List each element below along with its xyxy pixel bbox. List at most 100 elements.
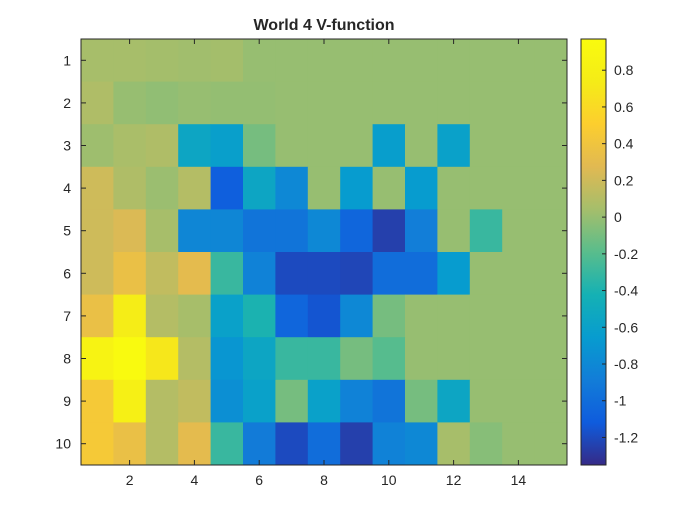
x-tick-label: 6 — [255, 472, 263, 488]
heatmap-cell — [437, 124, 471, 168]
heatmap-cell — [275, 379, 309, 423]
heatmap-cell — [469, 422, 503, 466]
heatmap-cell — [405, 166, 438, 210]
heatmap-cell — [81, 337, 114, 381]
heatmap-cell — [178, 39, 212, 83]
heatmap-cell — [372, 252, 406, 296]
heatmap-cell — [243, 166, 276, 210]
heatmap-cell — [372, 422, 406, 466]
heatmap-cell — [307, 422, 341, 466]
heatmap-cell — [81, 166, 114, 210]
heatmap-cell — [243, 337, 276, 381]
heatmap-cell — [113, 422, 147, 466]
heatmap-cell — [210, 379, 244, 423]
heatmap-cell — [275, 209, 309, 253]
heatmap-cell — [469, 166, 503, 210]
heatmap-cell — [113, 337, 147, 381]
heatmap-cell — [469, 294, 503, 338]
heatmap-cell — [275, 81, 309, 125]
heatmap-cell — [113, 209, 147, 253]
chart-title: World 4 V-function — [253, 17, 394, 34]
heatmap-cell — [275, 422, 309, 466]
heatmap-cell — [145, 422, 179, 466]
y-tick-label: 9 — [63, 393, 71, 409]
heatmap-cell — [437, 81, 471, 125]
heatmap-cell — [372, 379, 406, 423]
heatmap-cell — [307, 252, 341, 296]
heatmap-cell — [81, 39, 114, 83]
heatmap-cell — [113, 252, 147, 296]
heatmap-cell — [178, 294, 212, 338]
heatmap-cell — [145, 294, 179, 338]
heatmap-cell — [178, 166, 212, 210]
heatmap-cell — [113, 294, 147, 338]
y-tick-label: 3 — [63, 138, 71, 154]
heatmap-cell — [372, 337, 406, 381]
colorbar-tick-label: -0.4 — [614, 283, 638, 299]
heatmap-cell — [178, 422, 212, 466]
colorbar-tick-label: 0.2 — [614, 172, 634, 188]
heatmap-cell — [405, 294, 438, 338]
heatmap-cell — [81, 294, 114, 338]
heatmap-cell — [81, 422, 114, 466]
heatmap-cell — [437, 166, 471, 210]
heatmap-cell — [502, 252, 536, 296]
heatmap-cell — [113, 379, 147, 423]
heatmap-cell — [405, 252, 438, 296]
heatmap-cell — [502, 124, 536, 168]
heatmap-cell — [372, 81, 406, 125]
heatmap-cell — [307, 39, 341, 83]
colorbar-tick-label: -0.2 — [614, 246, 638, 262]
heatmap-cell — [469, 337, 503, 381]
heatmap-cell — [243, 124, 276, 168]
heatmap-cell — [145, 209, 179, 253]
colorbar-tick-label: 0.8 — [614, 62, 634, 78]
y-tick-label: 2 — [63, 95, 71, 111]
heatmap-cell — [340, 124, 374, 168]
heatmap-cell — [275, 294, 309, 338]
heatmap-cell — [113, 81, 147, 125]
heatmap-cell — [502, 81, 536, 125]
x-tick-label: 10 — [381, 472, 397, 488]
heatmap-cell — [81, 124, 114, 168]
heatmap-cell — [307, 124, 341, 168]
heatmap-cell — [113, 39, 147, 83]
colorbar-tick-label: -1.2 — [614, 429, 638, 445]
heatmap-cell — [210, 294, 244, 338]
heatmap-cell — [307, 166, 341, 210]
heatmap-cell — [502, 39, 536, 83]
heatmap-cell — [437, 422, 471, 466]
y-tick-label: 1 — [63, 52, 71, 68]
heatmap-cell — [437, 294, 471, 338]
heatmap-cell — [275, 337, 309, 381]
heatmap-cell — [145, 252, 179, 296]
y-axis: 1 2 3 4 5 6 7 8 9 10 — [55, 52, 567, 452]
heatmap-cell — [405, 337, 438, 381]
heatmap-cell — [469, 124, 503, 168]
heatmap-cell — [372, 166, 406, 210]
heatmap-cell — [372, 294, 406, 338]
heatmap-cell — [469, 209, 503, 253]
heatmap-cell — [145, 124, 179, 168]
x-tick-label: 2 — [126, 472, 134, 488]
y-tick-label: 5 — [63, 223, 71, 239]
heatmap-cell — [437, 209, 471, 253]
heatmap-cell — [437, 379, 471, 423]
x-axis: 2 4 6 8 10 12 14 — [126, 39, 526, 488]
heatmap-cell — [243, 81, 276, 125]
heatmap-cell — [210, 81, 244, 125]
heatmap-cell — [145, 39, 179, 83]
heatmap-cell — [340, 294, 374, 338]
heatmap-cell — [469, 81, 503, 125]
heatmap-cell — [502, 294, 536, 338]
heatmap-cell — [405, 124, 438, 168]
colorbar-tick-label: -0.6 — [614, 319, 638, 335]
x-tick-label: 12 — [446, 472, 462, 488]
heatmap-cell — [243, 379, 276, 423]
heatmap-cell — [145, 166, 179, 210]
heatmap-cell — [340, 209, 374, 253]
heatmap-cell — [469, 39, 503, 83]
heatmap-cell — [307, 294, 341, 338]
heatmap-cell — [178, 337, 212, 381]
